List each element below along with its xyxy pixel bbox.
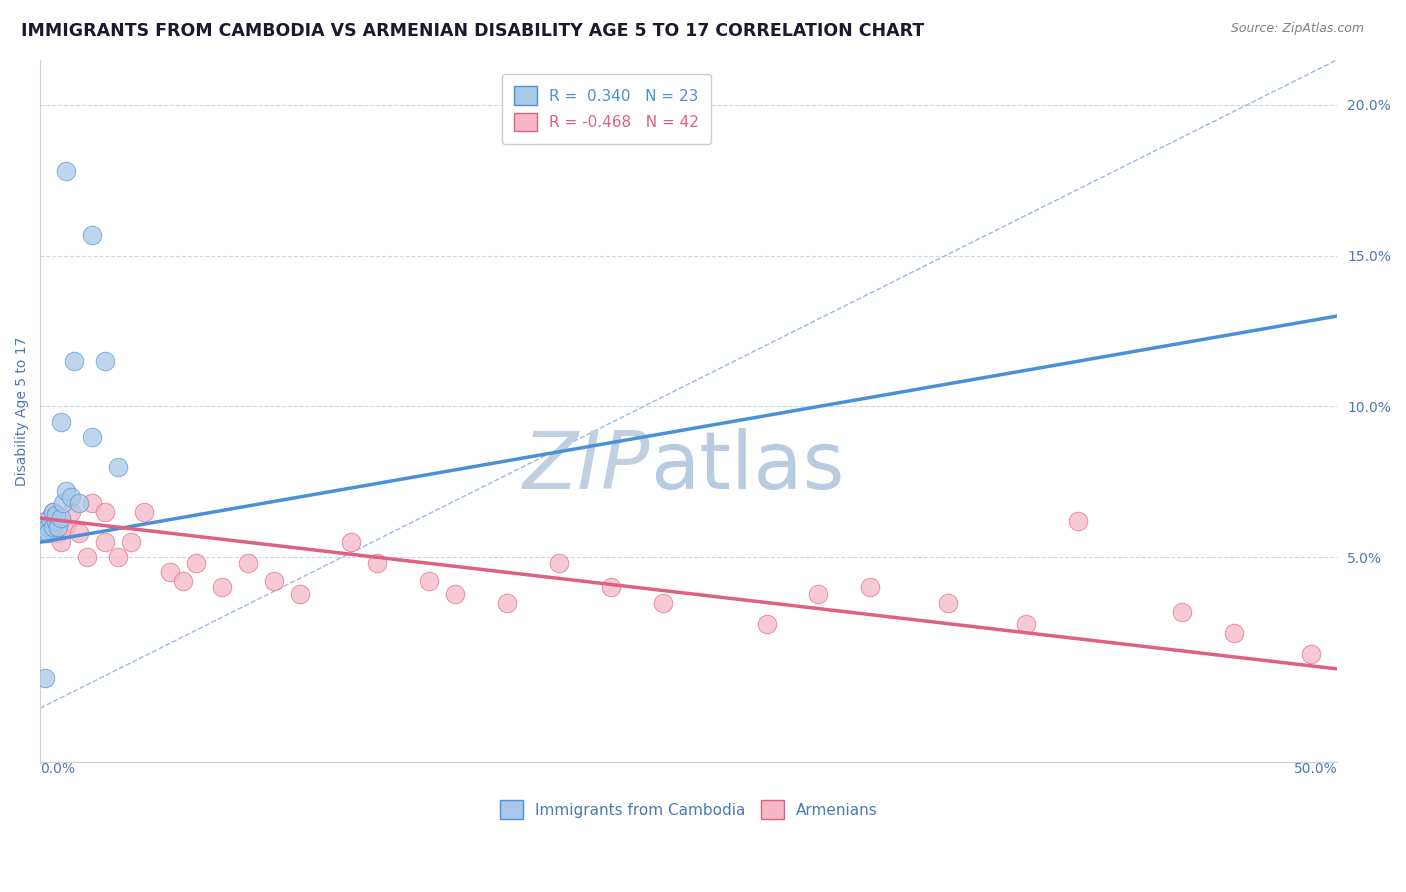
- Point: [94, 535, 117, 549]
- Point: [67, 526, 90, 541]
- Point: [172, 574, 194, 589]
- Text: Source: ZipAtlas.com: Source: ZipAtlas.com: [1230, 22, 1364, 36]
- Point: [55, 520, 77, 534]
- Point: [263, 574, 285, 589]
- Point: [34, 514, 56, 528]
- Point: [236, 557, 259, 571]
- Point: [39, 520, 62, 534]
- Point: [39, 511, 62, 525]
- Point: [67, 496, 90, 510]
- Point: [42, 505, 65, 519]
- Point: [496, 596, 519, 610]
- Point: [288, 586, 311, 600]
- Text: 50.0%: 50.0%: [1294, 763, 1337, 776]
- Point: [807, 586, 830, 600]
- Point: [52, 520, 75, 534]
- Point: [34, 671, 56, 685]
- Point: [34, 526, 56, 541]
- Point: [46, 526, 69, 541]
- Text: atlas: atlas: [650, 428, 844, 507]
- Point: [63, 354, 86, 368]
- Point: [94, 354, 117, 368]
- Point: [107, 459, 129, 474]
- Point: [76, 550, 98, 565]
- Point: [42, 505, 65, 519]
- Point: [755, 616, 778, 631]
- Point: [211, 581, 233, 595]
- Point: [444, 586, 467, 600]
- Point: [936, 596, 959, 610]
- Point: [37, 520, 59, 534]
- Point: [80, 430, 103, 444]
- Point: [52, 496, 75, 510]
- Text: 0.0%: 0.0%: [41, 763, 75, 776]
- Point: [1222, 625, 1244, 640]
- Point: [80, 496, 103, 510]
- Point: [548, 557, 571, 571]
- Point: [46, 520, 69, 534]
- Point: [45, 520, 67, 534]
- Point: [1015, 616, 1038, 631]
- Point: [651, 596, 673, 610]
- Text: IMMIGRANTS FROM CAMBODIA VS ARMENIAN DISABILITY AGE 5 TO 17 CORRELATION CHART: IMMIGRANTS FROM CAMBODIA VS ARMENIAN DIS…: [21, 22, 924, 40]
- Point: [340, 535, 363, 549]
- Point: [49, 415, 72, 429]
- Point: [60, 490, 83, 504]
- Text: ZIP: ZIP: [523, 428, 650, 507]
- Point: [42, 514, 65, 528]
- Point: [45, 508, 67, 522]
- Point: [42, 520, 65, 534]
- Point: [49, 511, 72, 525]
- Point: [107, 550, 129, 565]
- Point: [159, 566, 181, 580]
- Point: [120, 535, 142, 549]
- Point: [31, 520, 53, 534]
- Point: [600, 581, 623, 595]
- Point: [80, 227, 103, 242]
- Point: [366, 557, 388, 571]
- Point: [37, 526, 59, 541]
- Point: [60, 505, 83, 519]
- Point: [859, 581, 882, 595]
- Point: [45, 514, 67, 528]
- Point: [1067, 514, 1090, 528]
- Point: [49, 535, 72, 549]
- Point: [418, 574, 440, 589]
- Point: [1170, 605, 1192, 619]
- Y-axis label: Disability Age 5 to 17: Disability Age 5 to 17: [15, 336, 30, 486]
- Point: [94, 505, 117, 519]
- Point: [1301, 647, 1323, 661]
- Point: [55, 483, 77, 498]
- Point: [132, 505, 155, 519]
- Point: [184, 557, 207, 571]
- Legend: Immigrants from Cambodia, Armenians: Immigrants from Cambodia, Armenians: [494, 794, 884, 825]
- Point: [55, 164, 77, 178]
